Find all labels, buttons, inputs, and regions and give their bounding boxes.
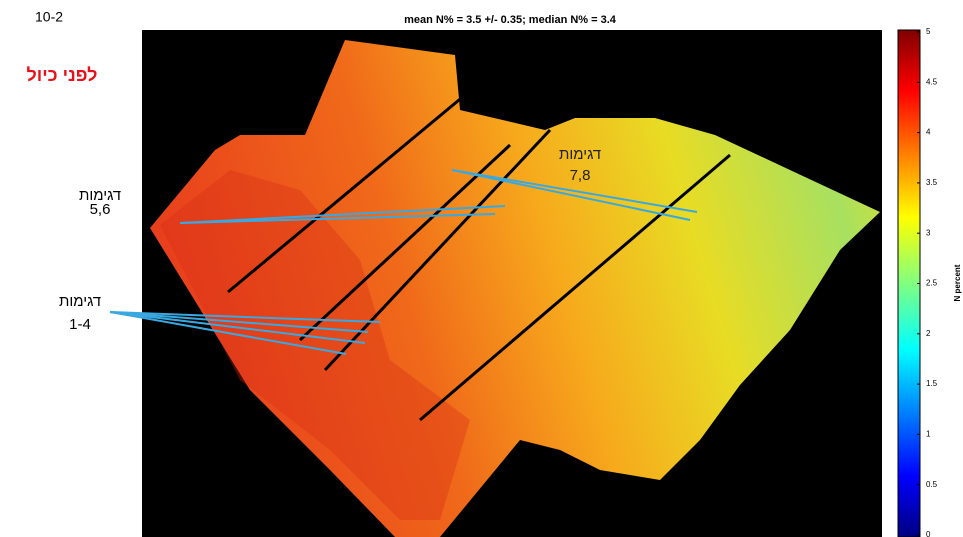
annotation-samples: 7,8: [570, 167, 591, 184]
map-title: mean N% = 3.5 +/- 0.35; median N% = 3.4: [404, 14, 617, 26]
colorbar-tick-label: 3.5: [926, 178, 938, 187]
colorbar-tick-label: 3: [926, 228, 931, 237]
annotation-samples: 5,6: [90, 201, 111, 218]
colorbar-tick-label: 1.5: [926, 379, 938, 388]
colorbar-tick-label: 5: [926, 27, 931, 36]
status-label: לפני כיול: [27, 65, 98, 85]
colorbar-tick-label: 4.5: [926, 77, 938, 86]
colorbar-tick-label: 0: [926, 530, 931, 537]
page: 10-2 לפני כיול mean N% = 3.5 +/- 0.35; m…: [0, 0, 963, 537]
colorbar-label: N percent: [953, 264, 962, 301]
colorbar-tick-label: 2: [926, 329, 931, 338]
annotation-label: דגימות: [559, 146, 601, 163]
colorbar: [898, 30, 920, 537]
colorbar-tick-label: 0.5: [926, 480, 938, 489]
colorbar-tick-label: 1: [926, 430, 931, 439]
colorbar-tick-label: 4: [926, 128, 931, 137]
annotation-samples: 1-4: [69, 316, 91, 333]
slide-id: 10-2: [35, 9, 63, 25]
annotation-label: דגימות: [59, 293, 101, 310]
colorbar-tick-label: 2.5: [926, 279, 938, 288]
